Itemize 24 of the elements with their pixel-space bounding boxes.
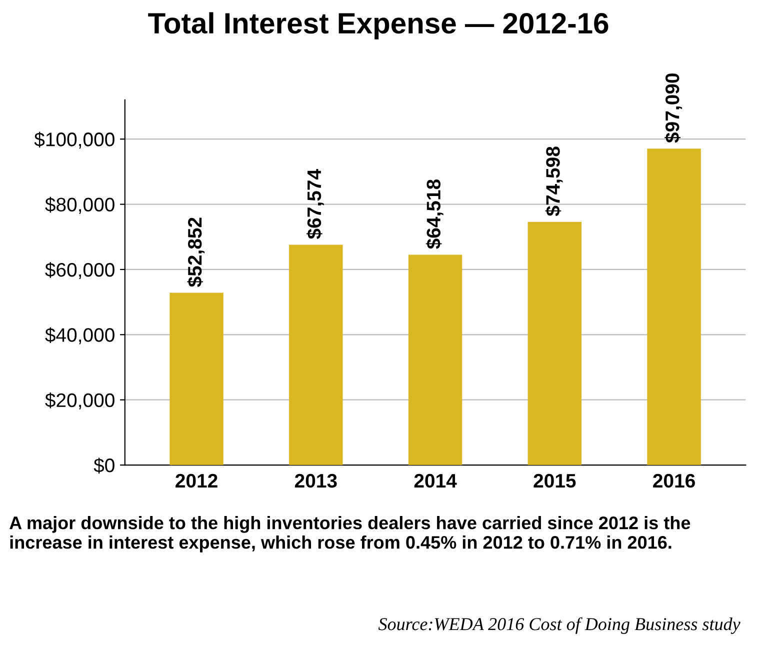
y-tick-label: $40,000 <box>45 327 114 344</box>
y-tick-label: $100,000 <box>34 132 114 149</box>
x-tick-label: 2013 <box>294 474 337 488</box>
y-tick-label: $0 <box>94 458 114 474</box>
y-tick-label: $60,000 <box>45 262 114 280</box>
x-tick-label: 2015 <box>534 474 576 488</box>
bar <box>647 148 701 466</box>
y-tick-label: $20,000 <box>45 392 114 410</box>
data-label: $67,574 <box>306 169 324 239</box>
y-tick-label: $80,000 <box>45 196 114 214</box>
data-label: $74,598 <box>545 146 563 216</box>
text: A major downside to the high inventories dealers have carried since 2012 is the increase in interest expense, which rose from 0.45% in 2012 to 0.71% in 2016. <box>10 516 690 552</box>
source-note: Source:WEDA 2016 Cost of Doing Business study <box>378 617 740 634</box>
x-tick-label: 2012 <box>176 474 218 488</box>
data-label: $97,090 <box>664 74 682 143</box>
data-label: $52,852 <box>187 218 205 287</box>
x-tick-label: 2014 <box>414 474 457 488</box>
chart-title: Total Interest Expense — 2012-16 <box>148 12 608 40</box>
bar <box>289 244 343 466</box>
bar <box>528 222 582 466</box>
bar <box>408 254 462 466</box>
data-label: $64,518 <box>426 180 444 249</box>
x-tick-label: 2016 <box>653 474 695 488</box>
bar <box>170 292 224 466</box>
